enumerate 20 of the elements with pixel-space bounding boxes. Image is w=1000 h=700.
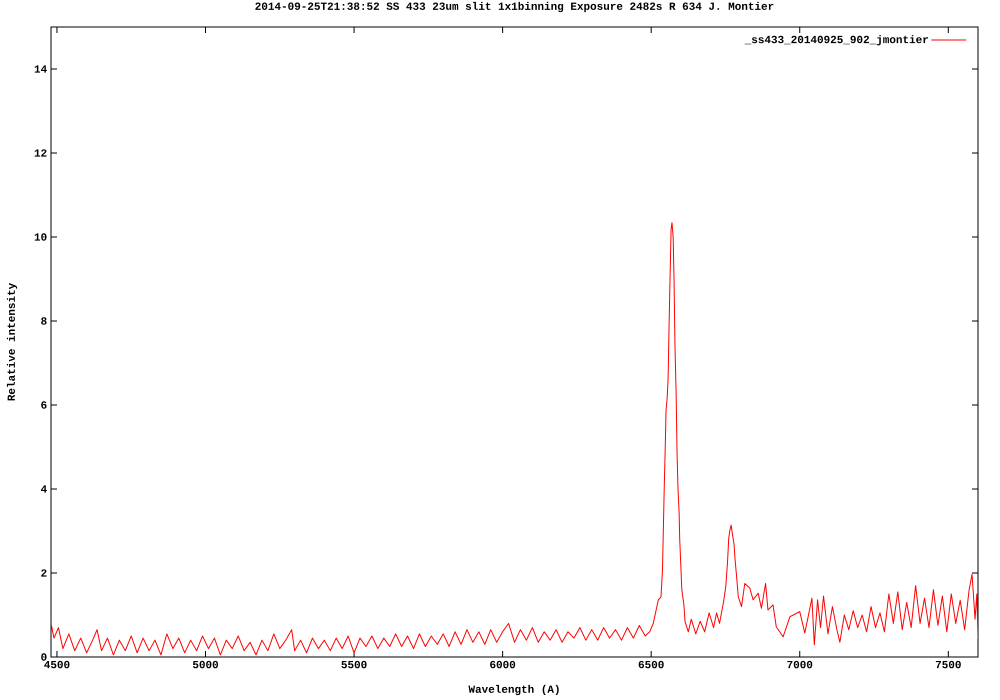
- x-tick-label: 5500: [341, 660, 367, 668]
- y-tick-label: 6: [41, 401, 47, 409]
- y-tick-label: 14: [34, 65, 47, 73]
- line-series: [51, 222, 978, 656]
- x-tick-label: 6500: [638, 660, 664, 668]
- x-tick-label: 5000: [192, 660, 218, 668]
- y-axis-title: Relative intensity: [6, 283, 18, 400]
- y-tick-label: 12: [34, 149, 47, 157]
- x-tick-label: 7500: [936, 660, 961, 668]
- legend-label: _ss433_20140925_902_jmontier: [744, 35, 928, 46]
- x-tick-label: 6000: [490, 660, 516, 668]
- y-tick-label: 8: [41, 317, 47, 325]
- x-axis-title: Wavelength (A): [468, 684, 559, 696]
- chart-title: 2014-09-25T21:38:52 SS 433 23um slit 1x1binning Exposure 2482s R 634 J. Montier: [255, 2, 774, 12]
- y-tick-label: 4: [40, 485, 47, 493]
- x-tick-label: 4500: [44, 660, 70, 668]
- x-tick-label: 7000: [787, 660, 812, 668]
- y-tick-label: 2: [41, 569, 47, 577]
- y-tick-label: 10: [34, 233, 47, 241]
- y-tick-label: 0: [41, 653, 47, 661]
